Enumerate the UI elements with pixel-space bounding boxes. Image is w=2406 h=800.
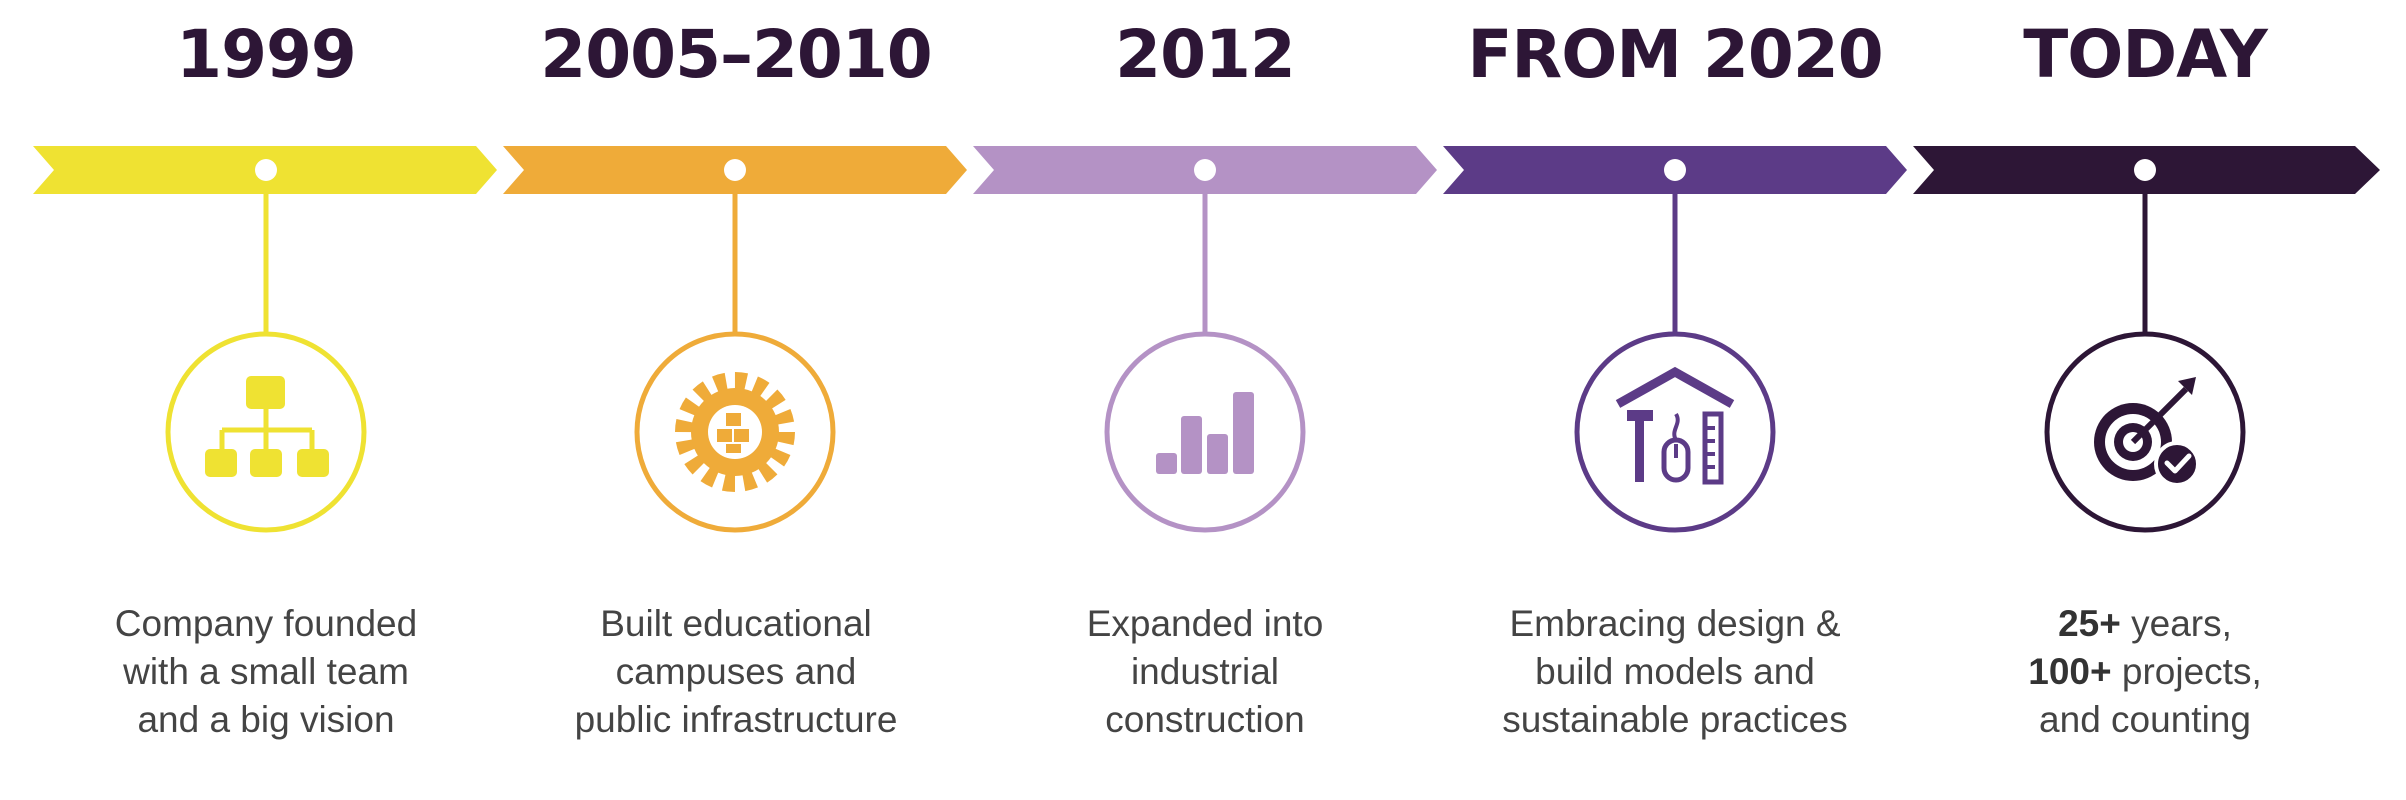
target-check-icon	[2094, 377, 2200, 487]
description-line: 25+ years,	[1910, 600, 2380, 648]
house-tools-icon	[1615, 366, 1735, 485]
milestone-heading-2012: 2012	[1115, 16, 1296, 93]
milestone-heading-from-2020: FROM 2020	[1467, 16, 1883, 93]
description-line: industrial	[1130, 651, 1280, 692]
description-line: Company founded	[114, 603, 418, 644]
description-line: campuses and	[615, 651, 857, 692]
description-line: and a big vision	[137, 699, 395, 740]
org-chart-icon	[205, 376, 329, 477]
years-label: years,	[2120, 603, 2232, 644]
timeline-segment-2005-2010	[503, 146, 967, 533]
milestone-description-from-2020: Embracing design & build models and sust…	[1440, 600, 1910, 744]
milestone-heading-1999: 1999	[176, 16, 357, 93]
description-line: 100+ projects,	[1910, 648, 2380, 696]
projects-count: 100+	[2028, 651, 2112, 692]
milestone-description-today: 25+ years, 100+ projects, and counting	[1910, 600, 2380, 744]
description-line: build models and	[1535, 651, 1815, 692]
timeline-segment-from-2020	[1443, 146, 1907, 533]
milestone-dot-today	[2134, 159, 2156, 181]
counting-label: and counting	[2039, 699, 2251, 740]
milestone-dot-from-2020	[1664, 159, 1686, 181]
icon-ring-2012	[1104, 331, 1306, 533]
timeline-segment-today	[1913, 146, 2380, 533]
milestone-description-2005-2010: Built educational campuses and public in…	[501, 600, 971, 744]
milestone-heading-2005-2010: 2005–2010	[540, 16, 932, 93]
gear-blocks-icon	[675, 372, 795, 492]
years-count: 25+	[2058, 603, 2121, 644]
description-line: and counting	[1910, 696, 2380, 744]
description-line: Built educational	[600, 603, 872, 644]
description-line: construction	[1105, 699, 1305, 740]
milestone-dot-2012	[1194, 159, 1216, 181]
milestone-description-1999: Company founded with a small team and a …	[31, 600, 501, 744]
projects-label: projects,	[2111, 651, 2262, 692]
milestone-dot-2005-2010	[724, 159, 746, 181]
timeline-segment-1999	[33, 146, 497, 533]
description-line: sustainable practices	[1502, 699, 1848, 740]
description-line: public infrastructure	[574, 699, 898, 740]
bar-chart-icon	[1156, 392, 1254, 474]
milestone-heading-today: TODAY	[2023, 16, 2267, 93]
milestone-description-2012: Expanded into industrial construction	[970, 600, 1440, 744]
milestone-dot-1999	[255, 159, 277, 181]
description-line: Embracing design &	[1509, 603, 1841, 644]
description-line: Expanded into	[1086, 603, 1324, 644]
description-line: with a small team	[123, 651, 409, 692]
timeline-segment-2012	[973, 146, 1437, 533]
